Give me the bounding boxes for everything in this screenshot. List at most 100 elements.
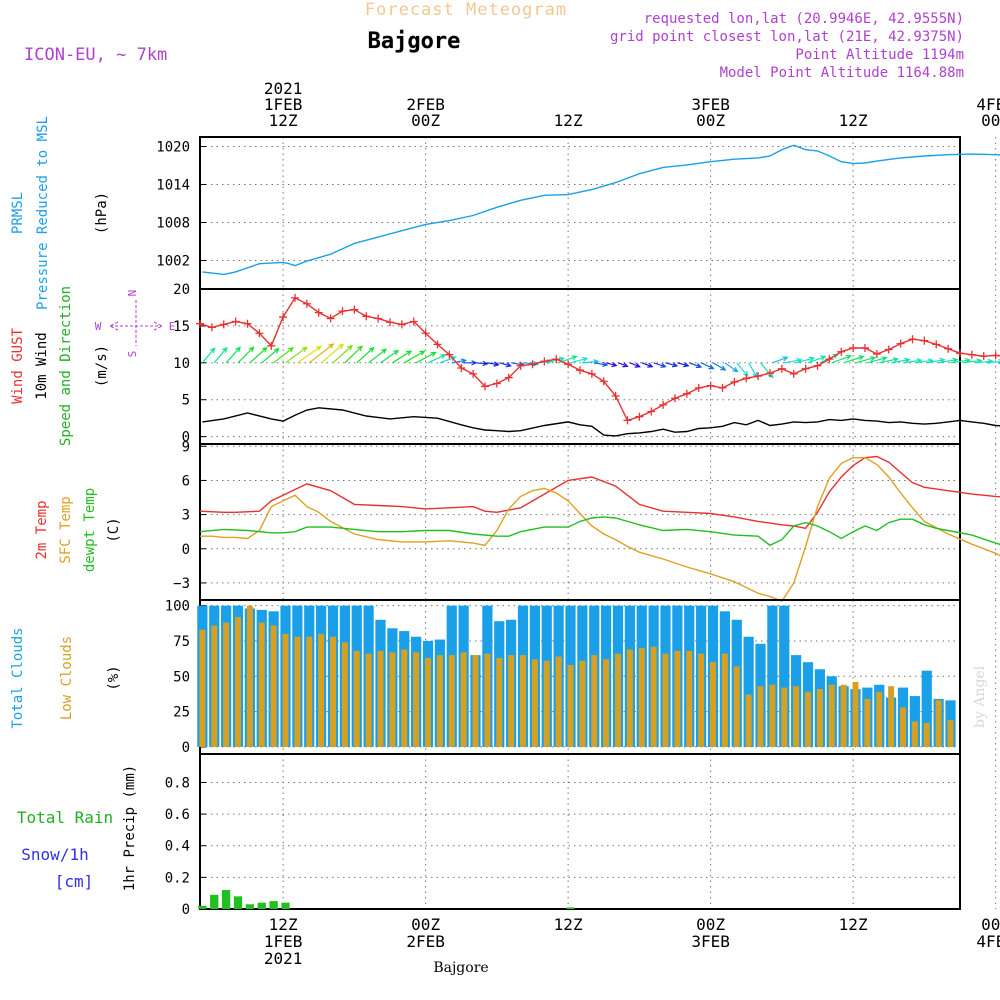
gust-marker [374, 314, 383, 323]
model-label: ICON-EU, ~ 7km [24, 45, 167, 65]
top-axis-label: 1FEB [264, 95, 303, 114]
wind-arrow [724, 362, 739, 373]
y-tick-label: 0 [182, 430, 190, 446]
low-cloud-bar [318, 633, 325, 747]
low-cloud-bar [235, 616, 241, 747]
gridpoint-coords: grid point closest lon,lat (21E, 42.9375… [610, 29, 964, 45]
gust-marker [457, 363, 466, 372]
wind-arrow [653, 362, 667, 368]
panel-frame [199, 136, 961, 290]
wind-arrow [380, 349, 400, 364]
low-cloud-bar [662, 653, 669, 747]
point-altitude: Point Altitude 1194m [795, 47, 964, 63]
y-tick-label: 1020 [156, 140, 190, 156]
y-tick-label: 0 [182, 542, 190, 558]
gust-marker [279, 313, 288, 322]
y-tick-label: 0.8 [165, 775, 190, 791]
panel-label: 10m Wind [34, 332, 50, 399]
gust-marker [243, 319, 252, 328]
panel-label: 2m Temp [34, 500, 50, 559]
gust-marker [231, 317, 240, 326]
low-cloud-bar [448, 655, 455, 747]
low-cloud-bar [555, 656, 562, 747]
compass-west: W [95, 320, 102, 333]
precip-panel: 0 0.2 0.4 0.6 0.8 1hr Precip (mm) Total Rain Sn… [17, 753, 997, 918]
low-cloud-bar [947, 720, 954, 747]
total-cloud-bar [779, 605, 790, 747]
top-axis-label: 2FEB [406, 95, 445, 114]
wind-arrow [320, 343, 345, 364]
top-axis-label: 00Z [411, 111, 440, 130]
wind-panel: 0 5 10 15 20 Wind GUST 10m Wind Speed and Direc… [10, 282, 1000, 446]
gust-marker [861, 344, 869, 353]
y-tick-label: 75 [173, 634, 190, 650]
wind-arrow [249, 346, 268, 364]
gust-marker [314, 308, 323, 317]
panel-label: Wind GUST [10, 328, 26, 404]
wind-arrow [986, 358, 1000, 365]
low-cloud-bar [840, 684, 847, 747]
y-tick-label: 15 [173, 319, 190, 335]
gust-marker [647, 407, 656, 416]
gust-marker [920, 336, 929, 345]
top-axis-label: 2021 [264, 79, 303, 98]
panel-label: Pressure Reduced to MSL [35, 116, 51, 310]
low-cloud-bar [650, 646, 657, 747]
wind-arrow [831, 354, 853, 364]
low-cloud-bar [270, 625, 277, 747]
low-cloud-bar [258, 622, 265, 747]
low-cloud-bar [472, 655, 479, 747]
gust-marker [386, 318, 394, 327]
pressure-line [202, 144, 1000, 276]
rain-bar [221, 890, 231, 909]
gust-marker [338, 307, 347, 316]
rain-bar [233, 896, 243, 909]
pressure-panel: 1002 1008 1014 1020 PRMSL Pressure Reduced to… [10, 116, 1000, 310]
low-cloud-bar [508, 655, 515, 747]
panel-label: PRMSL [10, 192, 26, 234]
low-cloud-bar [567, 664, 574, 747]
low-cloud-bar [436, 655, 443, 747]
y-tick-label: 100 [165, 599, 190, 615]
gust-marker [291, 293, 299, 302]
gust-marker [694, 383, 703, 392]
gust-marker [754, 372, 763, 381]
bottom-axis-label: 1FEB [264, 932, 303, 951]
low-cloud-bar [591, 655, 598, 747]
gust-marker [991, 351, 1000, 360]
low-cloud-bar [781, 687, 788, 747]
low-cloud-bar [816, 689, 823, 747]
gust-marker [766, 369, 774, 378]
wind-arrow [225, 346, 241, 364]
low-cloud-bar [246, 605, 253, 747]
wind-arrow [415, 351, 437, 364]
top-time-axis: 20211FEB12Z2FEB00Z12Z3FEB00Z12Z4FEB00Z [264, 79, 1000, 130]
precip-legend-item: [cm] [55, 872, 94, 891]
low-cloud-bar [389, 652, 396, 747]
wind-arrow [700, 362, 715, 370]
gust-marker [706, 381, 715, 390]
low-cloud-bar [294, 636, 301, 747]
wind-arrow [201, 347, 216, 364]
gust-marker [801, 364, 810, 373]
bottom-axis-label: 4FEB [976, 932, 1000, 951]
temperature-panel: −3 0 3 6 9 2m Temp SFC Temp dewpt Temp (C) [34, 439, 1000, 602]
low-cloud-bar [341, 642, 348, 747]
low-cloud-bar [828, 684, 835, 747]
bottom-axis-label: 2FEB [406, 932, 445, 951]
y-tick-label: 20 [173, 282, 190, 298]
precip-legend-item: Total Rain [17, 808, 113, 827]
bottom-axis-label: 3FEB [691, 932, 730, 951]
low-cloud-bar [888, 686, 895, 747]
gust-marker [932, 340, 941, 349]
wind-arrow [499, 362, 512, 368]
gust-marker [267, 341, 276, 350]
gust-marker [825, 355, 834, 364]
wind-arrow [677, 361, 690, 368]
gust-marker [611, 392, 620, 401]
wind-arrow [748, 362, 758, 379]
wind-arrow [772, 356, 789, 364]
low-cloud-bar [579, 660, 586, 747]
total-cloud-bar [743, 636, 754, 747]
bottom-axis-label: 12Z [554, 915, 583, 934]
